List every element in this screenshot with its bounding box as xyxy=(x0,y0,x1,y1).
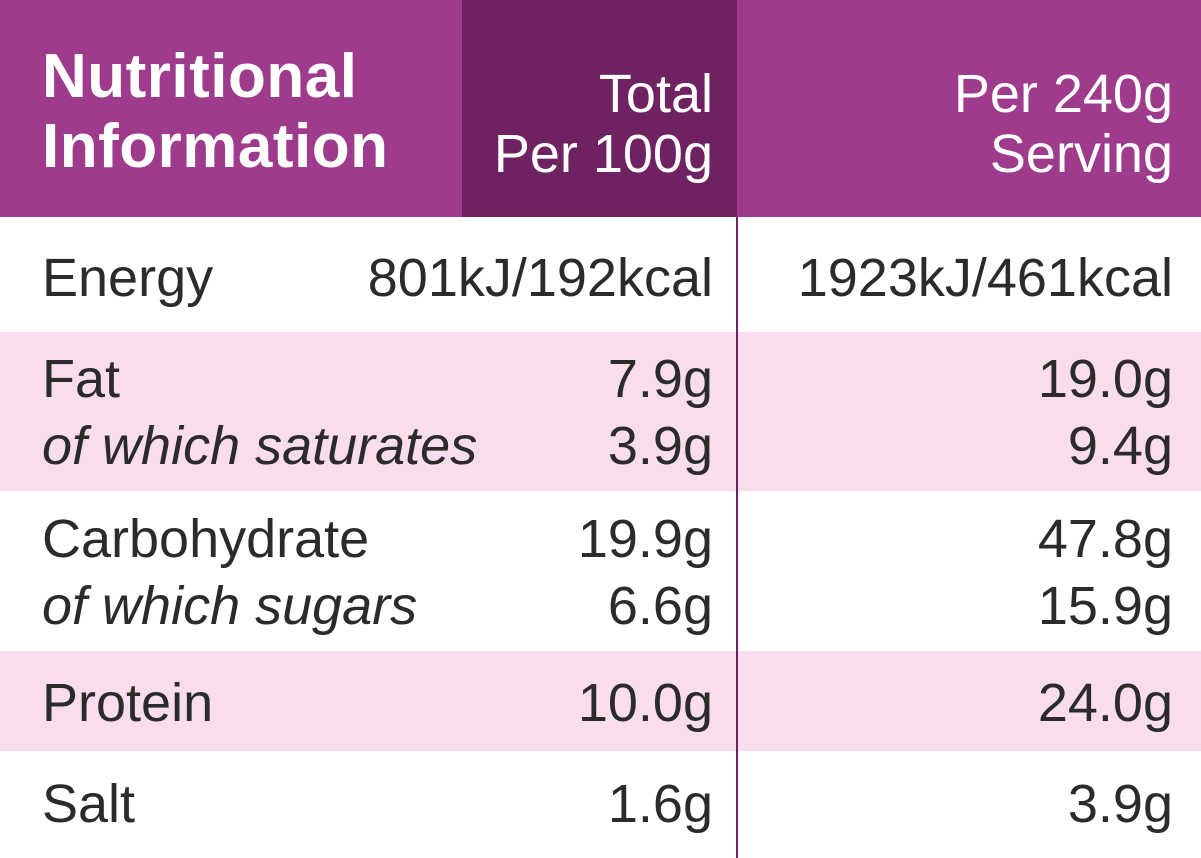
value-fat-per100: 7.9g xyxy=(607,349,713,409)
column-header-per-100g: Total Per 100g xyxy=(462,0,737,217)
value-sugars-serving: 15.9g xyxy=(1037,576,1173,636)
label-salt: Salt xyxy=(42,774,136,834)
value-saturates-serving: 9.4g xyxy=(1067,416,1173,476)
table-row-protein xyxy=(0,651,1201,751)
table-title: Nutritional Information xyxy=(42,42,462,182)
column-header-per-serving: Per 240g Serving xyxy=(737,0,1201,217)
label-energy: Energy xyxy=(42,248,214,308)
value-sugars-per100: 6.6g xyxy=(607,576,713,636)
value-fat-serving: 19.0g xyxy=(1037,349,1173,409)
value-carbohydrate-per100: 19.9g xyxy=(577,509,713,569)
value-protein-per100: 10.0g xyxy=(577,673,713,733)
value-protein-serving: 24.0g xyxy=(1037,673,1173,733)
table-row-fat xyxy=(0,332,1201,491)
value-energy-per100: 801kJ/192kcal xyxy=(367,248,713,308)
title-line-1: Nutritional xyxy=(42,42,358,111)
label-protein: Protein xyxy=(42,673,214,733)
value-energy-serving: 1923kJ/461kcal xyxy=(797,248,1173,308)
value-salt-serving: 3.9g xyxy=(1067,774,1173,834)
label-saturates: of which saturates xyxy=(42,416,478,476)
value-saturates-per100: 3.9g xyxy=(607,416,713,476)
col1-line-1: Total xyxy=(598,64,713,124)
table-row-salt xyxy=(0,751,1201,858)
table-header: Nutritional Information Total Per 100g P… xyxy=(0,0,1201,217)
label-sugars: of which sugars xyxy=(42,576,418,636)
value-carbohydrate-serving: 47.8g xyxy=(1037,509,1173,569)
value-salt-per100: 1.6g xyxy=(607,774,713,834)
col2-line-1: Per 240g xyxy=(953,64,1173,124)
label-fat: Fat xyxy=(42,349,121,409)
col1-line-2: Per 100g xyxy=(493,124,713,184)
col2-line-2: Serving xyxy=(989,124,1173,184)
title-line-2: Information xyxy=(42,112,389,181)
label-carbohydrate: Carbohydrate xyxy=(42,509,370,569)
column-divider xyxy=(736,217,738,858)
